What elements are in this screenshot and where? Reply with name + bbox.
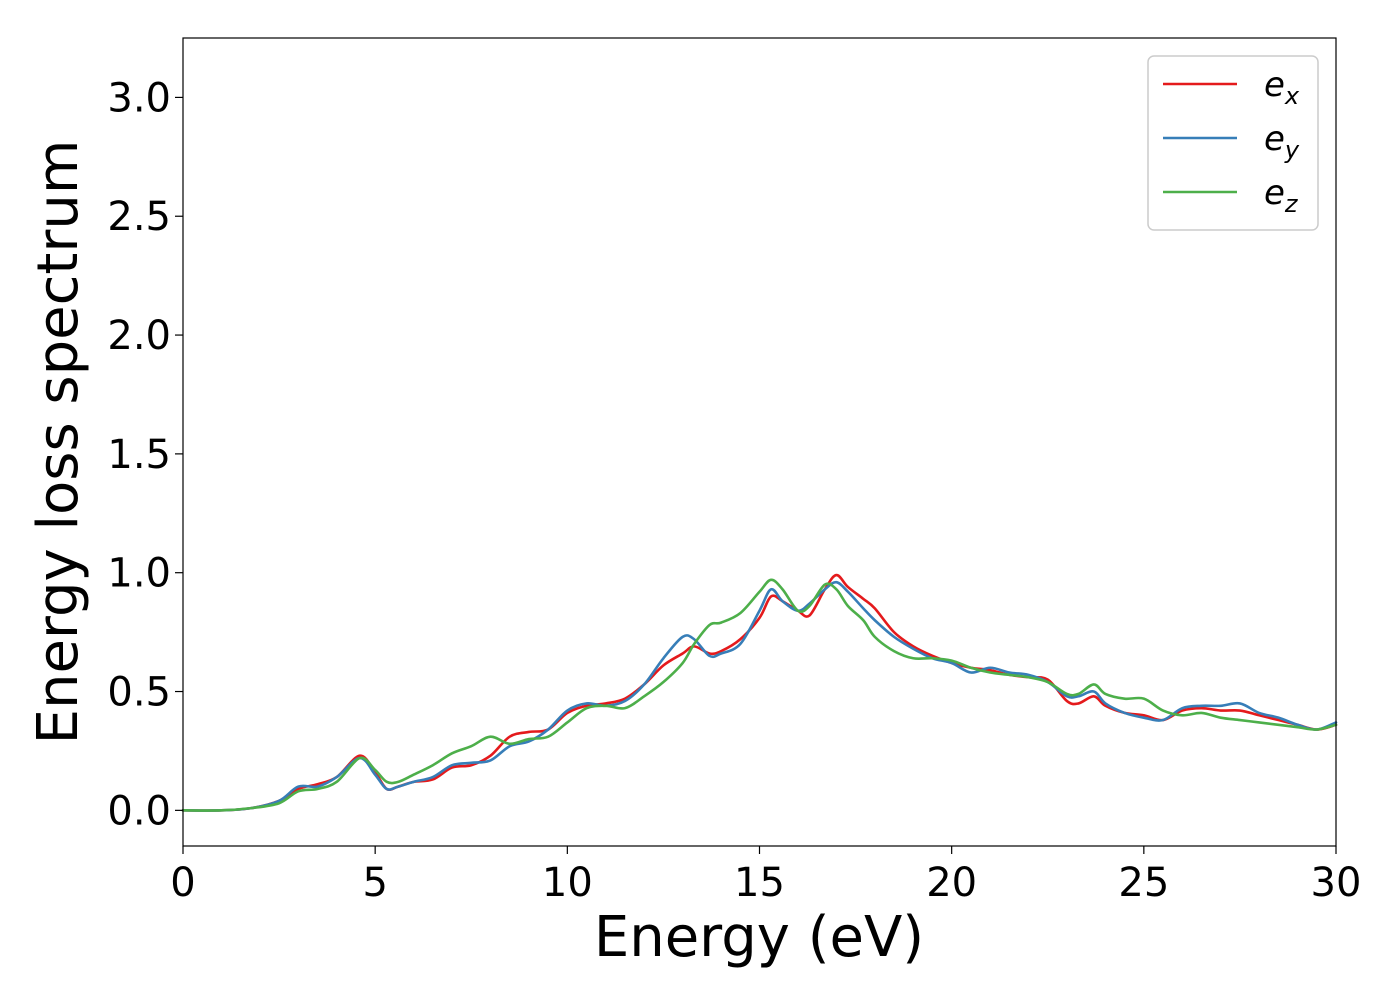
legend-label-ez: ez: [1264, 173, 1299, 218]
y-tick-label: 1.5: [107, 432, 171, 478]
x-tick-label: 15: [734, 860, 785, 906]
x-tick-label: 5: [362, 860, 387, 906]
y-tick-label: 0.5: [107, 670, 171, 716]
legend-box: [1147, 55, 1319, 231]
legend-label-ex: ex: [1264, 65, 1300, 110]
legend: ex ey ez: [1147, 55, 1319, 231]
y-tick-label: 2.5: [107, 194, 171, 240]
series-line-ey: [181, 580, 1338, 812]
y-tick-label: 0.0: [107, 788, 171, 834]
x-tick-label: 30: [1311, 860, 1362, 906]
x-tick-label: 10: [542, 860, 593, 906]
y-axis-title: Energy loss spectrum: [26, 140, 91, 745]
y-axis: 0.0 0.5 1.0 1.5 2.0 2.5 3.0: [107, 75, 183, 834]
x-tick-label: 20: [926, 860, 977, 906]
series-line-ez: [181, 578, 1338, 812]
x-axis-title: Energy (eV): [594, 905, 924, 970]
x-tick-label: 25: [1118, 860, 1169, 906]
x-axis: 0 5 10 15 20 25 30: [170, 846, 1361, 906]
series-layer: [181, 573, 1338, 812]
x-tick-label: 0: [170, 860, 195, 906]
y-tick-label: 2.0: [107, 313, 171, 359]
legend-label-ey: ey: [1264, 119, 1300, 164]
y-tick-label: 3.0: [107, 75, 171, 121]
y-tick-label: 1.0: [107, 551, 171, 597]
